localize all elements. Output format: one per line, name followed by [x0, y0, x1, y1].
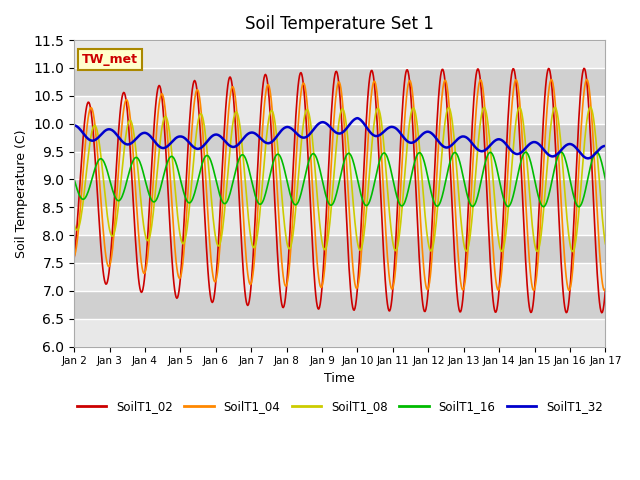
SoilT1_32	[216, 133, 224, 139]
Bar	[74, 96, 605, 124]
Bar	[74, 40, 605, 68]
SoilT1_02	[189, 86, 196, 92]
SoilT1_16	[216, 194, 224, 200]
SoilT1_08	[80, 194, 88, 200]
SoilT1_08	[569, 249, 577, 254]
SoilT1_16	[593, 149, 600, 155]
SoilT1_32	[602, 143, 609, 149]
Line: SoilT1_16: SoilT1_16	[74, 152, 605, 207]
SoilT1_32	[353, 115, 361, 121]
SoilT1_08	[404, 133, 412, 139]
Legend: SoilT1_02, SoilT1_04, SoilT1_08, SoilT1_16, SoilT1_32: SoilT1_02, SoilT1_04, SoilT1_08, SoilT1_…	[72, 396, 607, 418]
SoilT1_08	[189, 171, 196, 177]
Bar	[74, 152, 605, 180]
Title: Soil Temperature Set 1: Soil Temperature Set 1	[245, 15, 434, 33]
SoilT1_04	[70, 253, 78, 259]
SoilT1_16	[404, 188, 412, 193]
SoilT1_04	[134, 229, 142, 235]
Bar	[74, 235, 605, 263]
SoilT1_02	[598, 310, 605, 316]
Bar	[74, 319, 605, 347]
SoilT1_02	[80, 128, 88, 133]
SoilT1_08	[70, 221, 78, 227]
SoilT1_08	[587, 104, 595, 110]
SoilT1_08	[216, 239, 224, 245]
SoilT1_16	[575, 204, 582, 210]
SoilT1_32	[70, 122, 78, 128]
SoilT1_04	[602, 287, 609, 292]
Bar	[74, 68, 605, 96]
SoilT1_04	[601, 288, 609, 293]
SoilT1_32	[80, 131, 88, 137]
SoilT1_16	[420, 157, 428, 163]
SoilT1_08	[602, 241, 609, 247]
Bar	[74, 263, 605, 291]
SoilT1_02	[134, 275, 142, 281]
SoilT1_04	[189, 120, 196, 126]
SoilT1_02	[70, 255, 78, 261]
SoilT1_04	[404, 82, 412, 88]
SoilT1_32	[584, 156, 591, 161]
SoilT1_32	[405, 139, 413, 145]
SoilT1_02	[404, 69, 412, 74]
Bar	[74, 180, 605, 207]
Line: SoilT1_08: SoilT1_08	[74, 107, 605, 252]
Bar	[74, 207, 605, 235]
SoilT1_04	[420, 264, 428, 270]
SoilT1_32	[134, 133, 142, 139]
SoilT1_16	[134, 156, 142, 162]
SoilT1_04	[80, 160, 88, 166]
SoilT1_16	[602, 177, 609, 182]
SoilT1_04	[216, 237, 224, 242]
SoilT1_04	[583, 76, 591, 82]
Line: SoilT1_04: SoilT1_04	[74, 79, 605, 290]
SoilT1_02	[216, 201, 224, 207]
Bar	[74, 124, 605, 152]
SoilT1_08	[134, 173, 142, 179]
SoilT1_16	[189, 197, 196, 203]
SoilT1_02	[602, 287, 609, 292]
Bar	[74, 291, 605, 319]
Line: SoilT1_32: SoilT1_32	[74, 118, 605, 158]
SoilT1_16	[80, 196, 88, 202]
X-axis label: Time: Time	[324, 372, 355, 385]
SoilT1_02	[420, 306, 428, 312]
SoilT1_16	[70, 177, 78, 182]
SoilT1_32	[420, 130, 428, 136]
Y-axis label: Soil Temperature (C): Soil Temperature (C)	[15, 129, 28, 258]
SoilT1_02	[580, 65, 588, 71]
SoilT1_32	[189, 143, 196, 149]
Text: TW_met: TW_met	[82, 53, 138, 66]
SoilT1_08	[420, 195, 428, 201]
Line: SoilT1_02: SoilT1_02	[74, 68, 605, 313]
